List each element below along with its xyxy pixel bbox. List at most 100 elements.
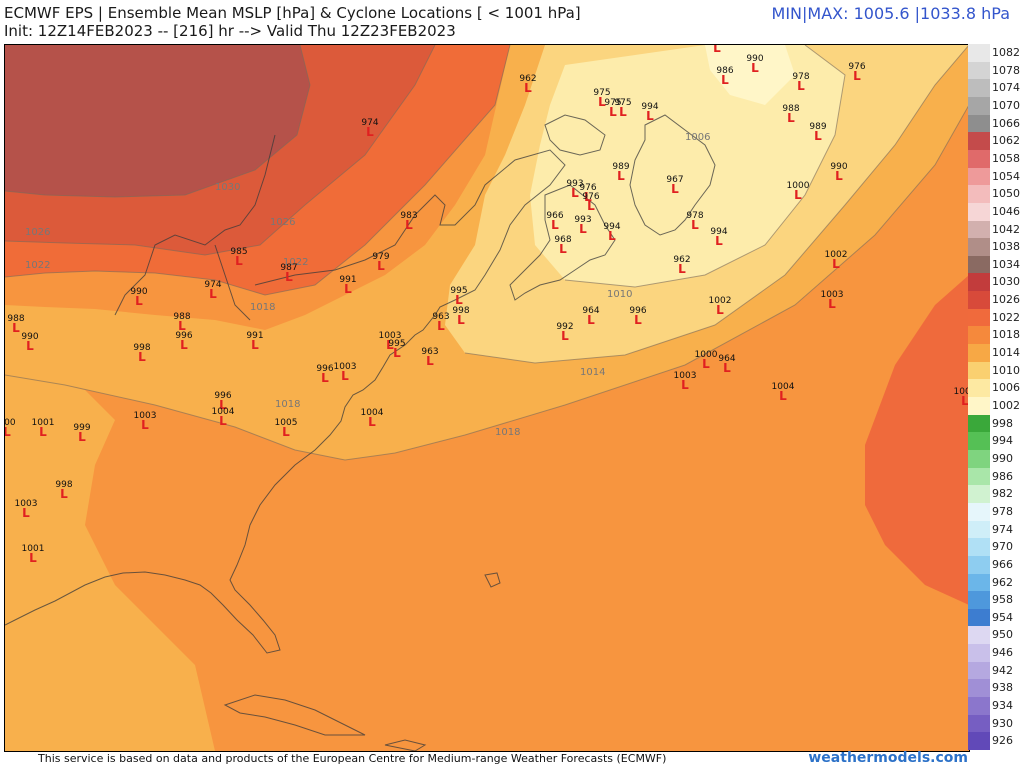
cyclone-pressure-value: 990 [21,332,38,342]
scale-swatch [968,449,990,469]
cyclone-pressure-value: 000 [5,418,16,428]
cyclone-low-marker: L [344,282,352,296]
cyclone-low-marker: L [646,109,654,123]
cyclone-low-marker: L [29,551,37,565]
scale-swatch [968,114,990,133]
scale-label: 1058 [992,151,1020,165]
cyclone-pressure-value: 994 [641,102,658,112]
scale-swatch [968,185,990,204]
cyclone-low-marker: L [584,190,592,204]
scale-swatch [968,644,990,663]
scale-label: 1062 [992,134,1020,148]
scale-swatch [968,485,990,504]
scale-label: 946 [992,646,1013,660]
min-max-readout: MIN|MAX: 1005.6 |1033.8 hPa [771,4,1010,23]
scale-swatch [968,520,990,539]
isobar-label: 1026 [270,217,295,228]
isobar-label: 1010 [607,289,632,300]
cyclone-pressure-value: 1003 [379,331,402,341]
cyclone-pressure-value: 985 [230,247,247,257]
cyclone-pressure-value: 993 [574,215,591,225]
cyclone-low-marker: L [721,73,729,87]
scale-swatch [968,714,990,733]
map-canvas: 1030 1026 1026 1022 1022 1018 1018 1018 1014 1010… [5,45,969,751]
region-1014-west [5,375,215,751]
cyclone-pressure-value: 1002 [709,296,732,306]
cyclone-low-marker: L [377,259,385,273]
cyclone-pressure-value: 962 [519,74,536,84]
cyclone-low-marker: L [321,371,329,385]
region-1002 [705,45,795,105]
cyclone-pressure-value: 1004 [772,382,795,392]
scale-swatch [968,44,990,63]
cyclone-pressure-value: 1004 [212,407,235,417]
cyclone-pressure-value: 1000 [695,350,718,360]
cyclone-low-marker: L [678,262,686,276]
cyclone-pressure-value: 1003 [334,362,357,372]
cyclone-low-marker: L [715,234,723,248]
scale-label: 982 [992,487,1013,501]
cyclone-low-marker: L [587,199,595,213]
isobar-label: 1018 [250,302,275,313]
cyclone-low-marker: L [779,389,787,403]
cyclone-pressure-value: 996 [629,306,646,316]
cyclone-low-marker: L [180,338,188,352]
isobar-label: 1030 [215,182,240,193]
scale-label: 1066 [992,116,1020,130]
cyclone-pressure-value: 975 [593,88,610,98]
cyclone-low-marker: L [39,425,47,439]
cyclone-pressure-value: 990 [746,54,763,64]
scale-swatch [968,626,990,645]
cyclone-pressure-value: 990 [830,162,847,172]
cyclone-low-marker: L [702,357,710,371]
cyclone-pressure-value: 976 [848,62,865,72]
pressure-map: 1030 1026 1026 1022 1022 1018 1018 1018 1014 1010… [4,44,970,752]
cyclone-low-marker: L [787,111,795,125]
cyclone-pressure-value: 1000 [787,181,810,191]
cyclone-low-marker: L [579,222,587,236]
cyclone-low-marker: L [386,338,394,352]
cyclone-low-marker: L [178,319,186,333]
scale-swatch [968,326,990,345]
region-1030 [5,45,310,197]
scale-swatch [968,573,990,592]
map-title: ECMWF EPS | Ensemble Mean MSLP [hPa] & C… [4,4,581,22]
scale-swatch [968,608,990,627]
scale-label: 1054 [992,169,1020,183]
scale-label: 1034 [992,257,1020,271]
scale-swatch [968,679,990,698]
scale-label: 1082 [992,46,1020,59]
cyclone-pressure-value: 967 [666,175,683,185]
scale-label: 990 [992,451,1013,465]
scale-swatch [968,555,990,574]
isobar-label: 1022 [283,257,308,268]
cyclone-pressure-value: 1002 [954,387,969,397]
isobar-label: 1018 [275,399,300,410]
cyclone-low-marker: L [587,313,595,327]
scale-label: 1038 [992,240,1020,254]
cyclone-low-marker: L [22,506,30,520]
scale-label: 954 [992,610,1013,624]
scale-label: 962 [992,575,1013,589]
cyclone-low-marker: L [219,414,227,428]
cyclone-low-marker: L [12,321,20,335]
scale-label: 998 [992,416,1013,430]
cyclone-low-marker: L [26,339,34,353]
scale-label: 1050 [992,187,1020,201]
cyclone-low-marker: L [405,218,413,232]
scale-swatch [968,661,990,680]
cyclone-pressure-value: 974 [204,280,221,290]
scale-swatch [968,344,990,363]
cyclone-pressure-value: 963 [421,347,438,357]
scale-label: 1070 [992,98,1020,112]
scale-swatch [968,414,990,433]
cyclone-pressure-value: 991 [339,275,356,285]
cyclone-low-marker: L [235,254,243,268]
cyclone-low-marker: L [251,338,259,352]
cyclone-pressure-value: 1002 [825,250,848,260]
brand-link[interactable]: weathermodels.com [808,750,968,766]
scale-swatch [968,591,990,610]
scale-swatch [968,308,990,327]
cyclone-pressure-value: 976 [579,183,596,193]
cyclone-pressure-value: 983 [400,211,417,221]
